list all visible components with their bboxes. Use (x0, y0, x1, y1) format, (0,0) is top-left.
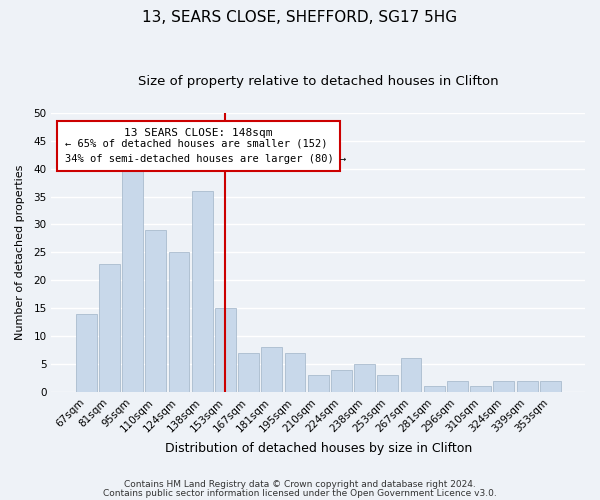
Text: 13, SEARS CLOSE, SHEFFORD, SG17 5HG: 13, SEARS CLOSE, SHEFFORD, SG17 5HG (142, 10, 458, 25)
Bar (145, 230, 166, 392)
Bar (122, 163, 143, 392)
Bar (517, 381, 538, 392)
Bar (192, 191, 212, 392)
Text: Contains public sector information licensed under the Open Government Licence v3: Contains public sector information licen… (103, 488, 497, 498)
Bar (470, 386, 491, 392)
Bar (262, 348, 282, 392)
Bar (308, 375, 329, 392)
Bar (169, 252, 190, 392)
Bar (354, 364, 375, 392)
Bar (331, 370, 352, 392)
Text: 13 SEARS CLOSE: 148sqm: 13 SEARS CLOSE: 148sqm (124, 128, 272, 138)
Text: ← 65% of detached houses are smaller (152): ← 65% of detached houses are smaller (15… (65, 138, 327, 148)
X-axis label: Distribution of detached houses by size in Clifton: Distribution of detached houses by size … (164, 442, 472, 455)
Text: Contains HM Land Registry data © Crown copyright and database right 2024.: Contains HM Land Registry data © Crown c… (124, 480, 476, 489)
Bar (540, 381, 561, 392)
Text: 34% of semi-detached houses are larger (80) →: 34% of semi-detached houses are larger (… (65, 154, 346, 164)
Bar (424, 386, 445, 392)
Bar (447, 381, 468, 392)
FancyBboxPatch shape (57, 121, 340, 172)
Bar (401, 358, 421, 392)
Bar (284, 353, 305, 392)
Bar (238, 353, 259, 392)
Title: Size of property relative to detached houses in Clifton: Size of property relative to detached ho… (138, 75, 499, 88)
Bar (377, 375, 398, 392)
Bar (76, 314, 97, 392)
Y-axis label: Number of detached properties: Number of detached properties (15, 164, 25, 340)
Bar (99, 264, 120, 392)
Bar (493, 381, 514, 392)
Bar (215, 308, 236, 392)
